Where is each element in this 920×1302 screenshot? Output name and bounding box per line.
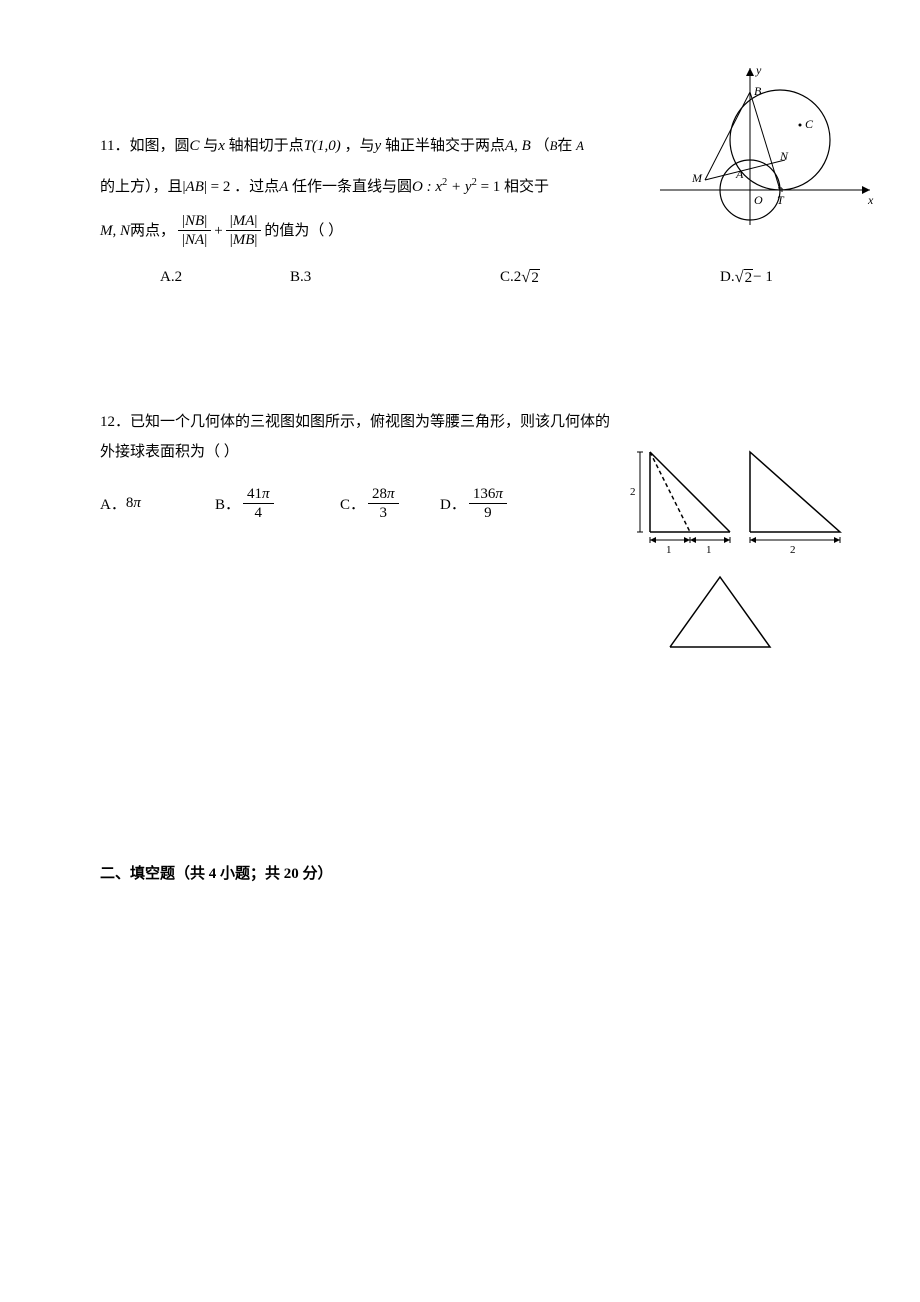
svg-text:M: M [691, 171, 703, 185]
q11-optD-tail: − 1 [753, 269, 773, 286]
q11-eqT: T(1,0) [304, 138, 341, 154]
q12-optB-numc: 41 [247, 486, 262, 502]
q11-line2: 的上方），且AB = 2 ．过点A 任作一条直线与圆O : x2 + y2 = … [100, 171, 640, 204]
section-2-heading: 二、填空题（共 4 小题；共 20 分） [100, 862, 820, 883]
q12-option-b: B． 41π 4 [215, 485, 340, 522]
q11-eqO: O : x [412, 179, 442, 195]
q12-optC-pi: π [387, 486, 395, 502]
q11-optD-rad: 2 [744, 269, 754, 286]
q11-body: 11．如图，圆C 与x 轴相切于点T(1,0) ，与y 轴正半轴交于两点A, B… [100, 130, 640, 249]
q11-t2a: 的上方），且 [100, 179, 183, 195]
q11-optB-label: B. [290, 269, 304, 286]
svg-text:N: N [779, 149, 789, 163]
page-content: y x C B A T O M N 11． [0, 0, 920, 883]
q11-frac2: MA MB [226, 212, 262, 249]
q11-f2n: MA [233, 213, 255, 229]
q11-t1d: ，与 [345, 138, 375, 154]
q12-optD-den: 9 [480, 504, 496, 522]
q11-varC: C [189, 138, 199, 154]
svg-text:O: O [754, 193, 763, 207]
q11-eq1: = 1 [477, 179, 500, 195]
q12-body: 12．已知一个几何体的三视图如图所示，俯视图为等腰三角形，则该几何体的 外接球表… [100, 407, 640, 467]
q11-t1e: 轴正半轴交于两点 [385, 138, 505, 154]
q12-optC-label: C． [340, 493, 365, 514]
q12-line2: 外接球表面积为（ ） [100, 444, 239, 460]
q11-absAB: AB [186, 179, 204, 195]
svg-text:1: 1 [706, 544, 712, 556]
q12-optC-den: 3 [376, 504, 392, 522]
q11-f1d: NA [185, 232, 204, 248]
q11-option-d: D. 2 − 1 [720, 267, 773, 287]
q12-optA-label: A． [100, 493, 126, 514]
q11-option-a: A. 2 [160, 267, 290, 287]
q11-varA2: A [279, 179, 288, 195]
q12-option-c: C． 28π 3 [340, 485, 440, 522]
svg-text:C: C [805, 117, 814, 131]
q11-line1: 11．如图，圆C 与x 轴相切于点T(1,0) ，与y 轴正半轴交于两点A, B… [100, 130, 640, 163]
q11-t1g: 在 [557, 138, 572, 154]
q11-t1b: 与 [203, 138, 218, 154]
q11-optC-rad: 2 [530, 269, 540, 286]
question-11: y x C B A T O M N 11． [100, 130, 820, 287]
q11-option-b: B. 3 [290, 267, 500, 287]
svg-text:A: A [735, 167, 744, 181]
question-12: 2 1 1 2 [100, 407, 820, 522]
q12-optD-pi: π [495, 486, 503, 502]
svg-text:B: B [754, 84, 762, 98]
q12-option-a: A．8π [100, 493, 215, 514]
q11-vary: y [375, 138, 382, 154]
q11-t1a: 如图，圆 [129, 138, 189, 154]
q11-t1f: （ [535, 138, 550, 154]
q11-plus: + [214, 219, 222, 243]
q11-line3: M, N 两点， NB NA + MA MB 的值为（ ） [100, 212, 640, 249]
q12-optC-numc: 28 [372, 486, 387, 502]
q11-t3b: 的值为（ ） [264, 219, 343, 243]
svg-text:1: 1 [666, 544, 672, 556]
q11-figure: y x C B A T O M N [650, 60, 880, 230]
q11-plusy: + y [447, 179, 471, 195]
q12-optD-frac: 136π 9 [469, 485, 507, 522]
svg-text:T: T [777, 193, 785, 207]
q11-optB-val: 3 [304, 269, 312, 286]
q12-line1: 已知一个几何体的三视图如图所示，俯视图为等腰三角形，则该几何体的 [130, 414, 610, 430]
q11-optD-label: D. [720, 269, 735, 286]
q12-optD-numc: 136 [473, 486, 496, 502]
q11-frac1: NB NA [178, 212, 211, 249]
q11-t1c: 轴相切于点 [229, 138, 304, 154]
q11-eq2: = 2 [207, 179, 230, 195]
q11-optA-label: A. [160, 269, 175, 286]
q12-optB-label: B． [215, 493, 240, 514]
svg-text:2: 2 [790, 544, 796, 556]
q12-optB-frac: 41π 4 [243, 485, 274, 522]
q11-t2d: 相交于 [504, 179, 549, 195]
q11-t2b: ．过点 [234, 179, 279, 195]
q11-options: A. 2 B. 3 C. 22 D. 2 − 1 [100, 267, 820, 287]
q12-optB-pi: π [262, 486, 270, 502]
q11-optA-val: 2 [175, 269, 183, 286]
q11-number: 11． [100, 138, 129, 154]
q11-optC-label: C. [500, 269, 514, 286]
q12-number: 12． [100, 414, 130, 430]
q12-optD-label: D． [440, 493, 466, 514]
q11-varA: A [576, 139, 584, 153]
q11-eqMN: M, N [100, 219, 130, 243]
q12-option-d: D． 136π 9 [440, 485, 510, 522]
q12-optA-coef: 8 [126, 495, 134, 512]
q12-optA-pi: π [133, 495, 141, 512]
q11-t3a: 两点， [130, 219, 175, 243]
q11-varx: x [218, 138, 225, 154]
q12-optC-frac: 28π 3 [368, 485, 399, 522]
svg-text:2: 2 [630, 486, 636, 498]
svg-text:x: x [867, 193, 874, 207]
q11-t2c: 任作一条直线与圆 [292, 179, 412, 195]
q11-f2d: MB [233, 232, 255, 248]
q11-f1n: NB [185, 213, 204, 229]
q12-figure: 2 1 1 2 [630, 437, 850, 657]
svg-text:y: y [755, 63, 762, 77]
q11-optC-coef: 2 [514, 269, 522, 286]
q11-eqAB: A, B [505, 138, 531, 154]
q12-optB-den: 4 [251, 504, 267, 522]
q11-option-c: C. 22 [500, 267, 720, 287]
